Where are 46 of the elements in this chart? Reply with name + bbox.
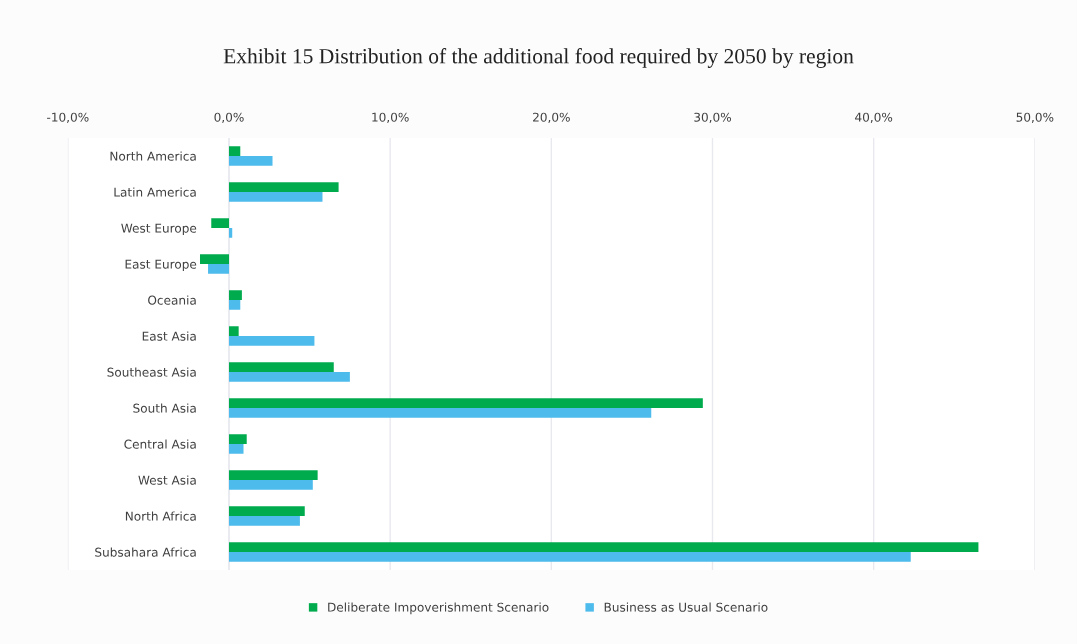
bar <box>229 434 247 444</box>
bar <box>229 300 241 310</box>
y-tick-label: Central Asia <box>124 439 196 449</box>
y-tick-label: West Europe <box>121 223 197 236</box>
y-tick-label: Southeast Asia <box>107 367 196 377</box>
bar <box>229 516 300 526</box>
bar <box>208 264 229 274</box>
y-tick-label: Oceania <box>148 295 196 305</box>
y-tick-label: Subsahara Africa <box>95 547 196 557</box>
y-tick-label: South Asia <box>133 403 196 413</box>
bar <box>229 326 239 336</box>
x-tick-label: -10,0% <box>47 112 89 123</box>
x-tick-label: 50,0% <box>1016 112 1054 123</box>
bar <box>229 146 241 156</box>
x-tick-label: 10,0% <box>372 112 409 123</box>
bar <box>229 542 979 552</box>
bar <box>229 398 703 408</box>
bar <box>229 470 318 480</box>
bar <box>229 336 315 346</box>
x-tick-label: 0,0% <box>214 112 244 123</box>
y-tick-label: East Asia <box>142 331 196 341</box>
bar <box>199 254 229 264</box>
bar <box>229 182 339 192</box>
chart-title: Exhibit 15 Distribution of the additional food required by 2050 by region <box>223 48 854 68</box>
bar <box>229 480 313 490</box>
legend-label: Deliberate Impoverishment Scenario <box>328 602 549 615</box>
bar <box>229 192 323 202</box>
y-tick-label: North Africa <box>125 511 196 521</box>
y-tick-label: West Asia <box>138 475 196 485</box>
bar <box>229 372 350 382</box>
y-tick-label: East Europe <box>125 259 197 272</box>
bar <box>229 506 305 516</box>
y-tick-label: North America <box>110 151 196 161</box>
y-tick-label: Latin America <box>114 187 196 197</box>
bar <box>229 156 273 166</box>
bar <box>211 218 229 228</box>
bar <box>229 362 334 372</box>
legend-label: Business as Usual Scenario <box>604 602 768 612</box>
bar <box>229 552 911 562</box>
bar <box>229 444 244 454</box>
bar <box>229 228 233 238</box>
bar <box>229 290 242 300</box>
bar <box>229 408 652 418</box>
x-tick-label: 30,0% <box>694 112 732 123</box>
x-tick-label: 40,0% <box>855 112 893 123</box>
x-tick-label: 20,0% <box>533 112 570 123</box>
